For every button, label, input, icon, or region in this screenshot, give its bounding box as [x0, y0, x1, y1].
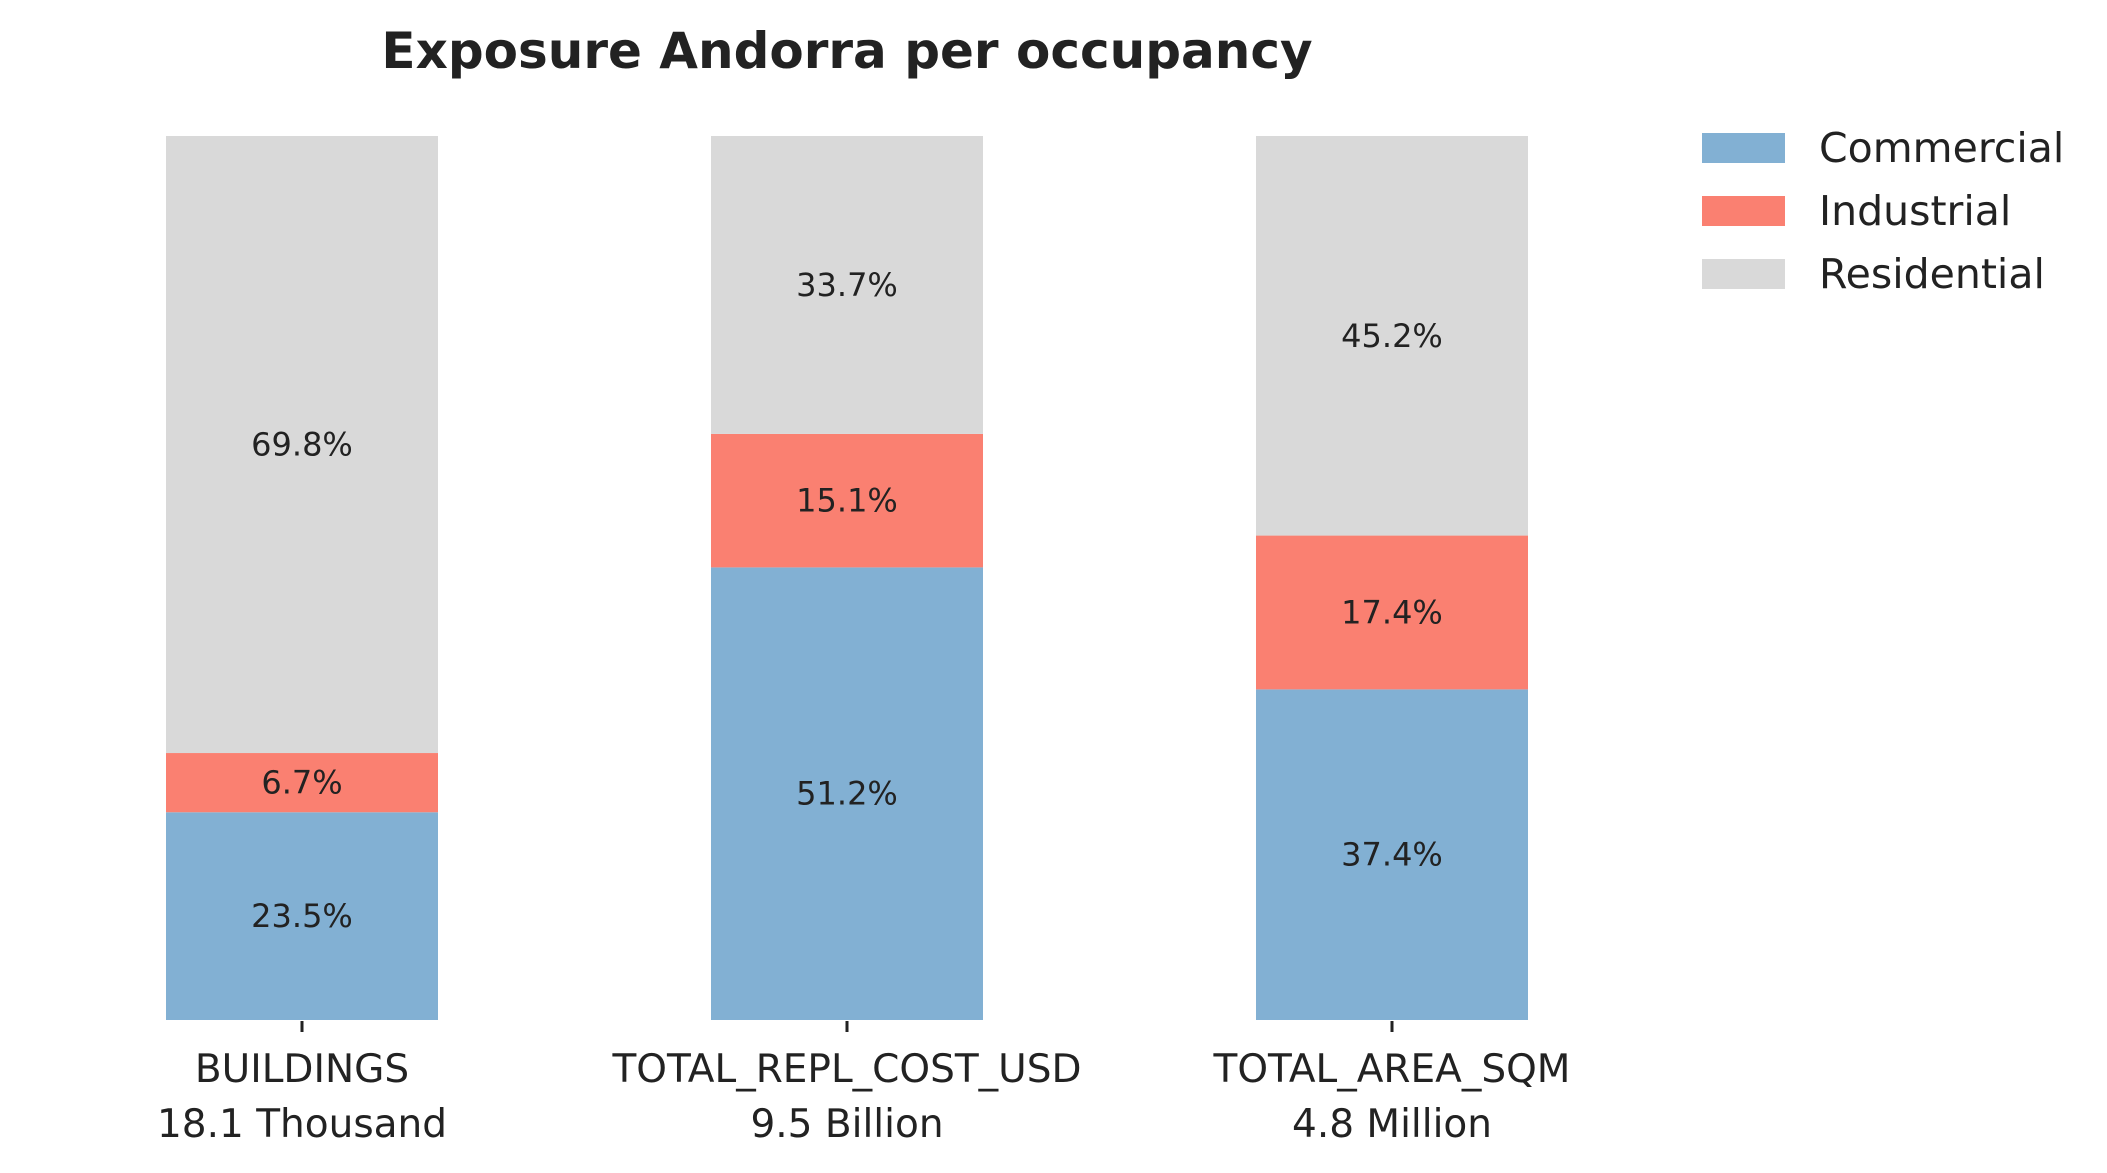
bar-commercial-2 [1256, 689, 1528, 1020]
chart-title: Exposure Andorra per occupancy [381, 22, 1312, 80]
bar-industrial-1 [711, 433, 983, 568]
data-label-residential-1: 33.7% [796, 266, 898, 304]
bar-residential-1 [711, 136, 983, 434]
legend-label-industrial: Industrial [1819, 187, 2011, 235]
x-tick-total-2: 4.8 Million [1292, 1102, 1492, 1147]
bar-residential-2 [1256, 136, 1528, 536]
data-label-commercial-1: 51.2% [796, 775, 898, 813]
legend-label-residential: Residential [1819, 250, 2045, 298]
data-label-industrial-2: 17.4% [1341, 593, 1443, 631]
data-label-residential-0: 69.8% [251, 426, 353, 464]
data-label-industrial-1: 15.1% [796, 482, 898, 520]
bar-commercial-1 [711, 567, 983, 1020]
x-tick-label-1: TOTAL_REPL_COST_USD [611, 1047, 1081, 1092]
bar-industrial-2 [1256, 535, 1528, 690]
data-label-commercial-2: 37.4% [1341, 836, 1443, 874]
data-label-commercial-0: 23.5% [251, 897, 353, 935]
bars-layer: 23.5% 6.7% 69.8% 51.2% 15.1% 33.7% 37.4% 17.4% 4… [166, 136, 1528, 1020]
x-tick-label-0: BUILDINGS [195, 1047, 409, 1092]
legend-swatch-industrial [1702, 196, 1785, 226]
legend-label-commercial: Commercial [1819, 124, 2064, 172]
data-label-industrial-0: 6.7% [261, 764, 342, 802]
legend-swatch-residential [1702, 259, 1785, 289]
data-label-residential-2: 45.2% [1341, 317, 1443, 355]
x-tick-total-0: 18.1 Thousand [157, 1102, 447, 1147]
bar-industrial-0 [166, 753, 438, 813]
bar-commercial-0 [166, 812, 438, 1020]
x-tick-total-1: 9.5 Billion [750, 1102, 943, 1147]
x-axis: BUILDINGS 18.1 Thousand TOTAL_REPL_COST_US… [157, 1021, 1570, 1147]
legend: Commercial Industrial Residential [1702, 124, 2064, 298]
legend-swatch-commercial [1702, 133, 1785, 163]
x-tick-label-2: TOTAL_AREA_SQM [1213, 1047, 1571, 1092]
bar-residential-0 [166, 136, 438, 754]
